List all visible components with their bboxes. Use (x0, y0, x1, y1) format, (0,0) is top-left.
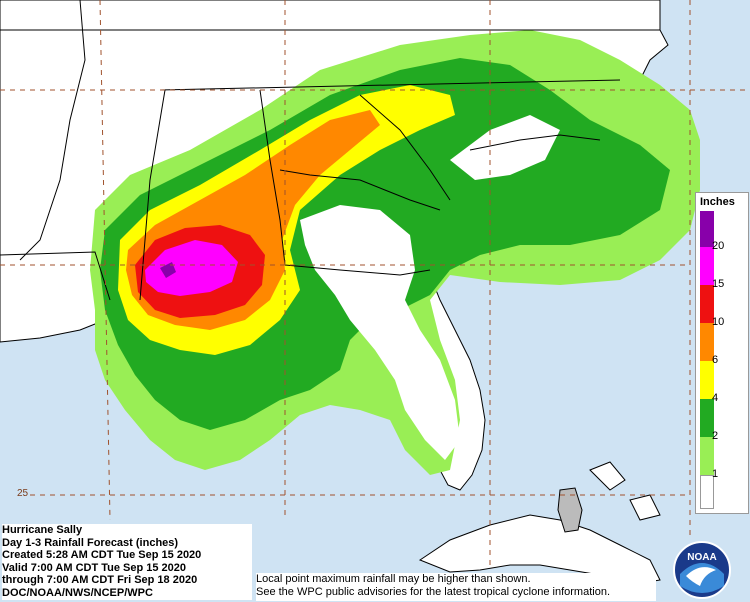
legend-swatch-white (700, 475, 714, 509)
noaa-logo-text: NOAA (687, 552, 716, 563)
legend-swatch-magenta (700, 247, 714, 285)
dry-area-florida (300, 205, 460, 460)
forecast-type: Day 1-3 Rainfall Forecast (inches) (2, 536, 179, 549)
forecast-info-box: Hurricane Sally Day 1-3 Rainfall Forecas… (2, 524, 252, 600)
disclaimer-box: Local point maximum rainfall may be high… (256, 573, 656, 601)
legend: Inches 20 15 10 6 4 2 1 (695, 192, 749, 514)
state-borders (0, 0, 660, 301)
noaa-logo: NOAA (673, 541, 731, 599)
legend-swatch-purple (700, 211, 714, 247)
andros-island (557, 487, 583, 533)
legend-tick-10: 10 (712, 316, 725, 328)
legend-swatch-light-green (700, 437, 714, 475)
rain-zone-magenta (145, 240, 238, 296)
created-time: Created 5:28 AM CDT Tue Sep 15 2020 (2, 549, 202, 562)
rain-zone-purple (160, 262, 176, 278)
legend-title: Inches (700, 196, 735, 208)
storm-name: Hurricane Sally (2, 524, 83, 536)
valid-time: Valid 7:00 AM CDT Tue Sep 15 2020 (2, 561, 187, 574)
through-time: through 7:00 AM CDT Fri Sep 18 2020 (2, 574, 198, 587)
legend-tick-6: 6 (712, 354, 719, 366)
lat-lon-grid (0, 0, 750, 570)
legend-swatch-green (700, 399, 714, 437)
legend-swatch-yellow (700, 361, 714, 399)
latitude-label: 25 (17, 488, 29, 499)
legend-tick-2: 2 (712, 430, 719, 442)
legend-tick-4: 4 (712, 392, 719, 404)
agency-credit: DOC/NOAA/NWS/NCEP/WPC (2, 586, 153, 599)
disclaimer-line-1: Local point maximum rainfall may be high… (256, 573, 531, 585)
legend-swatch-red (700, 285, 714, 323)
legend-tick-15: 15 (712, 278, 725, 290)
disclaimer-line-2: See the WPC public advisories for the la… (256, 586, 610, 598)
legend-swatch-orange (700, 323, 714, 361)
cuba (418, 514, 661, 586)
legend-tick-20: 20 (712, 240, 725, 252)
legend-tick-1: 1 (712, 468, 719, 480)
bahamas (589, 461, 661, 521)
dry-area-carolina (450, 115, 560, 180)
